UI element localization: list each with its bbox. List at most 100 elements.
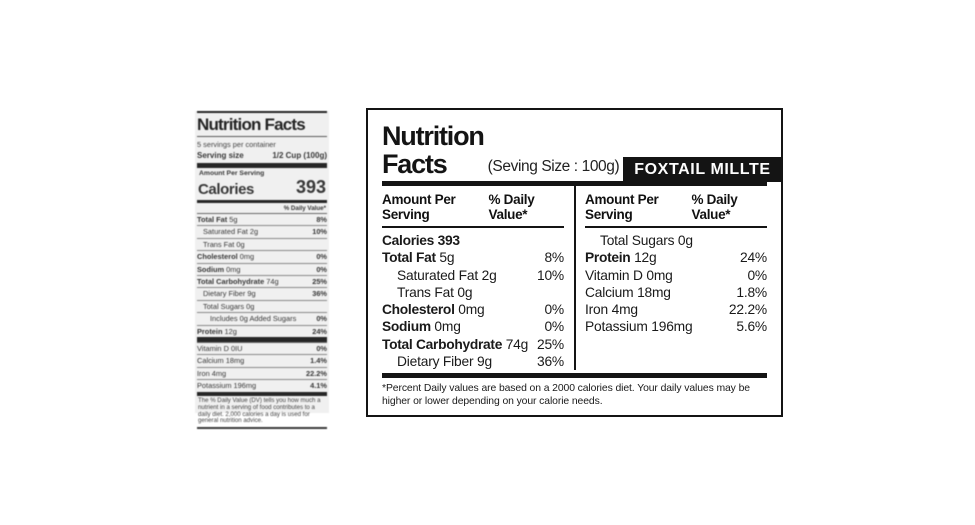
nutrient-daily-value: 1.8% [736,284,767,300]
nutrient-row: Total Carbohydrate 74g 25% [197,275,327,287]
nutrient-name: Vitamin D 0IU [197,344,243,354]
nutrient-row: Protein 12g 24% [197,324,327,337]
nutrient-row: Saturated Fat 2g 10% [197,225,327,237]
nutrient-name: Total Sugars 0g [203,301,255,311]
nutrient-name: Iron 4mg [197,368,227,378]
nutrient-name: Calcium 18mg [197,356,245,366]
amount-per-serving-header: Amount Per Serving [382,192,456,222]
nutrient-name: Protein 12g [585,250,657,266]
nutrient-row: Iron 4mg 22.2% [585,301,767,318]
nutrient-name: Protein 12g [197,326,237,336]
nutrient-name: Calories 393 [382,233,460,248]
nutrient-name: Sodium 0mg [382,319,461,335]
nutrient-daily-value: 25% [312,277,327,287]
nutrient-daily-value: 10% [312,227,327,237]
nutrition-label-small: Nutrition Facts 5 servings per container… [195,111,329,429]
nutrient-name: Total Carbohydrate 74g [197,277,279,287]
nutrient-row: Trans Fat 0g [197,237,327,250]
nutrient-row: Total Sugars 0g [197,299,327,312]
label-title: Nutrition Facts [197,115,327,137]
nutrient-rows: Total Fat 5g 8% Saturated Fat 2g 10% Trans F… [197,213,327,337]
nutrient-name: Trans Fat 0g [203,239,245,249]
nutrient-row: Total Fat 5g 8% [197,213,327,225]
nutrient-daily-value: 0% [316,264,327,274]
nutrient-name: Potassium 196mg [585,319,693,335]
right-nutrient-rows: Total Sugars 0g Protein 12g 24% Vitamin D 0… [585,232,767,336]
nutrient-row: Total Carbohydrate 74g 25% [382,336,564,353]
header-rule [382,181,767,186]
nutrient-daily-value: 0% [316,344,327,354]
mid-rule [197,200,327,203]
nutrient-row: Total Sugars 0g [585,232,767,249]
panel-columns: Amount Per Serving % Daily Value* Calori… [382,186,767,371]
nutrient-row: Potassium 196mg 5.6% [585,318,767,335]
daily-value-header: % Daily Value* [488,192,535,222]
nutrient-daily-value: 8% [316,215,327,224]
nutrient-row: Cholesterol 0mg 0% [197,250,327,262]
nutrient-name: Total Fat 5g [197,215,238,224]
calories-value: 393 [295,177,326,197]
serving-size-note: (Seving Size : 100g) [487,158,620,175]
nutrient-daily-value: 1.4% [310,356,327,366]
nutrient-daily-value: 24% [312,326,327,336]
left-column: Amount Per Serving % Daily Value* Calori… [382,186,574,370]
nutrient-daily-value: 24% [739,250,767,266]
nutrient-name: Calcium 18mg [585,284,671,300]
nutrient-row: Dietary Fiber 9g 36% [382,353,564,370]
nutrient-name: Dietary Fiber 9g [203,289,256,299]
nutrient-daily-value: 0% [544,319,564,335]
nutrient-daily-value: 0% [747,267,767,283]
nutrient-row: Dietary Fiber 9g 36% [197,287,327,299]
daily-value-header: % Daily Value* [691,192,738,222]
nutrient-row: Calories 393 [382,232,564,249]
left-nutrient-rows: Calories 393 Total Fat 5g 8% Saturated Fat … [382,232,564,370]
nutrient-row: Total Fat 5g 8% [382,249,564,266]
column-divider [574,186,576,371]
nutrient-name: Sodium 0mg [197,264,241,274]
nutrient-row: Saturated Fat 2g 10% [382,267,564,284]
nutrient-name: Iron 4mg [585,302,638,318]
nutrient-row: Protein 12g 24% [585,249,767,266]
thick-rule [197,162,327,168]
nutrition-panel-large: Nutrition Facts (Seving Size : 100g) FOX… [366,108,783,417]
servings-per-container: 5 servings per container [197,139,276,149]
nutrient-name: Vitamin D 0mg [585,267,673,283]
nutrient-daily-value: 8% [544,250,564,266]
nutrient-name: Dietary Fiber 9g [397,354,492,370]
nutrient-daily-value: 0% [316,252,327,262]
nutrient-row: Calcium 18mg 1.4% [197,354,327,366]
nutrient-row: Sodium 0mg 0% [382,318,564,335]
daily-value-header: % Daily Value* [283,205,326,212]
product-name-badge: FOXTAIL MILLTE [623,157,782,182]
nutrient-daily-value: 4.1% [310,381,327,391]
nutrient-name: Cholesterol 0mg [382,302,485,318]
nutrient-daily-value: 22.2% [728,302,767,318]
nutrient-row: Includes 0g Added Sugars 0% [197,312,327,324]
nutrient-daily-value: 36% [536,354,564,370]
bottom-rule [197,427,327,429]
nutrient-daily-value: 36% [312,289,327,299]
amount-per-serving-label: Amount Per Serving [199,170,265,177]
nutrient-row: Cholesterol 0mg 0% [382,301,564,318]
nutrient-daily-value: 22.2% [306,368,327,378]
thick-rule [197,391,327,396]
left-column-header: Amount Per Serving % Daily Value* [382,192,564,228]
nutrient-row: Calcium 18mg 1.8% [585,284,767,301]
amount-per-serving-header: Amount Per Serving [585,192,659,222]
nutrient-daily-value: 25% [536,336,564,352]
serving-size-label: Serving size [197,150,244,160]
label-footnote: The % Daily Value (DV) tells you how muc… [198,396,321,425]
footer-rule [382,373,767,379]
nutrient-name: Total Fat 5g [382,250,455,266]
vitamin-rows: Vitamin D 0IU 0% Calcium 18mg 1.4% Iron 4mg 2… [197,342,327,392]
serving-size-value: 1/2 Cup (100g) [272,150,327,160]
nutrient-row: Potassium 196mg 4.1% [197,379,327,391]
nutrient-daily-value: 0% [316,314,327,324]
panel-title: Nutrition Facts [382,121,485,179]
calories-row: Calories 393 [197,177,327,200]
panel-header: Nutrition Facts (Seving Size : 100g) FOX… [382,121,782,182]
nutrient-row: Vitamin D 0mg 0% [585,267,767,284]
nutrient-name: Includes 0g Added Sugars [210,314,297,324]
nutrient-name: Total Carbohydrate 74g [382,336,529,352]
